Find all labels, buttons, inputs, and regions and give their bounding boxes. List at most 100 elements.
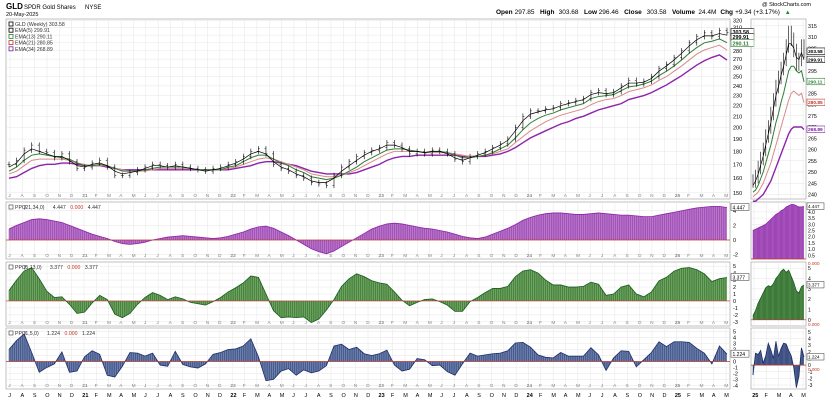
price-bar [75, 158, 79, 172]
x-axis-inner-label: 21 [82, 253, 88, 259]
x-axis-inner-label: M [280, 193, 284, 199]
x-axis-inner-label: 23 [379, 383, 385, 389]
mini-x-axis-label: M [777, 393, 782, 399]
mini-zero-tag-label: 0.000 [808, 261, 820, 266]
axis-value-tag-label: 290.11 [733, 41, 749, 47]
indicator-tick-label: 4 [733, 336, 736, 342]
mini-series-line-ema21 [752, 90, 805, 198]
x-axis-label: N [502, 393, 506, 399]
price-bar [355, 153, 359, 165]
x-axis-inner-label: N [502, 383, 506, 389]
x-axis-inner-label: O [342, 383, 346, 389]
x-axis-inner-label: M [724, 193, 728, 199]
x-axis-inner-label: F [539, 383, 542, 389]
x-axis-label: S [33, 393, 37, 399]
mini-axis-value-tag [806, 353, 825, 361]
x-axis-inner-label: A [119, 253, 123, 259]
x-axis-inner-label: A [712, 320, 716, 326]
x-axis-label: D [70, 393, 74, 399]
x-axis-inner-label: 23 [379, 320, 385, 326]
x-axis-inner-label: S [477, 383, 480, 389]
mini-axis-value-tag-label: 3.377 [808, 283, 820, 288]
price-bar [22, 147, 26, 164]
mini-indicator-tick-label: 3 [808, 287, 811, 293]
ohlc-row: Open 297.85 High 303.68 Low 296.46 Close 303.58… [496, 9, 791, 16]
x-axis-inner-label: J [601, 253, 604, 259]
ohlc-item: High 303.68 [540, 9, 579, 16]
x-axis-inner-label: A [119, 383, 123, 389]
x-axis-inner-label: O [45, 383, 49, 389]
x-axis-inner-label: A [712, 253, 716, 259]
mini-axis-value-tag [806, 202, 825, 210]
x-axis-inner-label: S [329, 193, 332, 199]
x-axis-inner-label: 24 [527, 253, 533, 259]
x-axis-inner-label: F [539, 253, 542, 259]
x-axis-inner-label: O [193, 320, 197, 326]
price-bar [294, 168, 298, 179]
mini-price-tick-label: 255 [808, 159, 817, 165]
price-bar [90, 160, 94, 170]
indicator-legend-v1: 3.377 [50, 265, 63, 271]
price-bar [544, 106, 548, 114]
mini-x-axis-label: 25 [752, 393, 758, 399]
price-tick-label: 230 [733, 94, 742, 100]
price-bar [67, 151, 71, 165]
x-axis-inner-label: M [132, 193, 136, 199]
x-axis-inner-label: D [366, 383, 370, 389]
indicator-tick-label: 0 [733, 359, 736, 365]
price-bar [324, 181, 328, 189]
mini-axis-value-tag [806, 98, 825, 106]
x-axis-label: S [329, 393, 333, 399]
x-axis-inner-label: S [181, 383, 184, 389]
x-axis-label: O [490, 393, 495, 399]
price-bar [249, 148, 253, 160]
price-bar [551, 105, 555, 112]
mini-axis-value-tag-label: 299.91 [808, 57, 823, 63]
x-axis-inner-label: F [539, 193, 542, 199]
x-axis-inner-label: S [477, 320, 480, 326]
mini-indicator-tick-label: 0.5 [808, 253, 815, 259]
mini-indicator-tick-label: 2 [808, 350, 811, 356]
x-axis-inner-label: N [650, 320, 654, 326]
indicator-line [8, 267, 728, 323]
mini-price-tick-label: 240 [808, 193, 817, 199]
x-axis-inner-label: A [465, 253, 469, 259]
x-axis-inner-label: A [317, 193, 321, 199]
axis-value-tag [730, 203, 750, 211]
x-axis-inner-label: J [588, 383, 591, 389]
x-axis-inner-label: M [576, 193, 580, 199]
price-legend-item: GLD (Weekly) 303.58 [15, 22, 65, 28]
mini-price-tick-label: 275 [808, 114, 817, 120]
mini-indicator-tick-label: -1 [808, 370, 813, 376]
price-bar [317, 179, 321, 187]
x-axis-inner-label: N [354, 320, 358, 326]
price-bar [604, 87, 608, 98]
x-axis-inner-label: M [724, 383, 728, 389]
price-bar [45, 148, 49, 156]
x-axis-inner-label: O [193, 253, 197, 259]
x-axis-inner-label: A [169, 193, 173, 199]
x-axis-inner-label: N [206, 383, 210, 389]
x-axis-inner-label: S [33, 383, 36, 389]
price-tick-label: 260 [733, 66, 742, 72]
x-axis-inner-label: D [662, 253, 666, 259]
x-axis-inner-label: M [107, 383, 111, 389]
price-bar [264, 146, 268, 157]
x-axis-label: N [354, 393, 358, 399]
mini-zero-tag-label: 0.000 [808, 322, 820, 327]
x-axis-inner-label: A [169, 383, 173, 389]
x-axis-inner-label: O [638, 383, 642, 389]
price-bar [256, 146, 260, 155]
x-axis-inner-label: F [391, 193, 394, 199]
mini-indicator-tick-label: 5 [808, 266, 811, 272]
up-arrow-icon: ▲ [785, 10, 791, 16]
x-axis-inner-label: F [95, 193, 98, 199]
price-bar [279, 161, 283, 172]
x-axis-inner-label: O [490, 383, 494, 389]
x-axis-inner-label: A [613, 383, 617, 389]
x-axis-inner-label: 22 [230, 193, 236, 199]
x-axis-inner-label: M [551, 253, 555, 259]
mini-indicator-tick-label: 1 [808, 307, 811, 313]
mini-axis-value-tag-label: 268.89 [808, 127, 823, 133]
